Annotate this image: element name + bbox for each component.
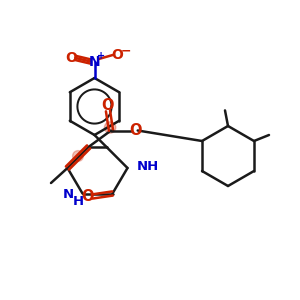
Text: O: O — [81, 189, 94, 204]
Text: O: O — [129, 123, 141, 138]
Text: O: O — [111, 48, 123, 62]
Circle shape — [73, 151, 83, 161]
Text: N: N — [62, 188, 74, 202]
Text: N: N — [89, 55, 100, 68]
Text: +: + — [97, 51, 105, 61]
Text: O: O — [101, 98, 114, 113]
Circle shape — [104, 122, 116, 133]
Text: O: O — [65, 51, 77, 65]
Text: NH: NH — [136, 160, 159, 173]
Text: H: H — [72, 195, 84, 208]
Text: −: − — [121, 45, 131, 58]
